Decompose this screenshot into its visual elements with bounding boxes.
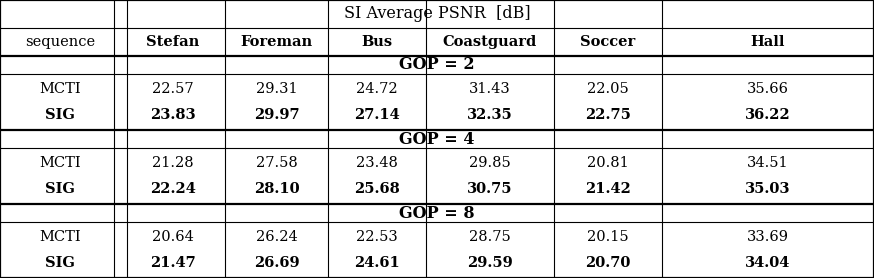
Text: 22.75: 22.75 xyxy=(585,108,631,122)
Text: 29.31: 29.31 xyxy=(256,82,297,96)
Text: 34.51: 34.51 xyxy=(747,156,788,170)
Text: MCTI: MCTI xyxy=(39,230,81,244)
Text: 23.48: 23.48 xyxy=(356,156,398,170)
Text: 24.61: 24.61 xyxy=(354,256,399,270)
Text: GOP = 2: GOP = 2 xyxy=(399,56,475,73)
Text: MCTI: MCTI xyxy=(39,156,81,170)
Text: sequence: sequence xyxy=(25,35,95,49)
Text: 24.72: 24.72 xyxy=(356,82,398,96)
Text: 20.70: 20.70 xyxy=(586,256,630,270)
Text: 27.58: 27.58 xyxy=(256,156,297,170)
Text: 25.68: 25.68 xyxy=(354,182,399,196)
Text: 20.81: 20.81 xyxy=(587,156,628,170)
Text: 26.24: 26.24 xyxy=(256,230,297,244)
Text: Soccer: Soccer xyxy=(580,35,635,49)
Text: 22.57: 22.57 xyxy=(152,82,194,96)
Text: Bus: Bus xyxy=(361,35,392,49)
Text: 28.75: 28.75 xyxy=(469,230,510,244)
Text: SIG: SIG xyxy=(45,182,75,196)
Text: 20.64: 20.64 xyxy=(152,230,194,244)
Text: 21.42: 21.42 xyxy=(585,182,631,196)
Text: Coastguard: Coastguard xyxy=(443,35,537,49)
Text: Stefan: Stefan xyxy=(147,35,199,49)
Text: 33.69: 33.69 xyxy=(746,230,789,244)
Text: 35.66: 35.66 xyxy=(746,82,789,96)
Text: 22.05: 22.05 xyxy=(587,82,628,96)
Text: Hall: Hall xyxy=(751,35,785,49)
Text: 22.24: 22.24 xyxy=(150,182,196,196)
Text: GOP = 4: GOP = 4 xyxy=(399,130,475,148)
Text: SIG: SIG xyxy=(45,108,75,122)
Text: 29.59: 29.59 xyxy=(467,256,513,270)
Text: 27.14: 27.14 xyxy=(354,108,399,122)
Text: SI Average PSNR  [dB]: SI Average PSNR [dB] xyxy=(343,6,531,23)
Text: SIG: SIG xyxy=(45,256,75,270)
Text: MCTI: MCTI xyxy=(39,82,81,96)
Text: 34.04: 34.04 xyxy=(746,256,790,270)
Text: 29.85: 29.85 xyxy=(469,156,510,170)
Text: 35.03: 35.03 xyxy=(745,182,791,196)
Text: 29.97: 29.97 xyxy=(253,108,300,122)
Text: 20.15: 20.15 xyxy=(587,230,628,244)
Text: 31.43: 31.43 xyxy=(469,82,510,96)
Text: Foreman: Foreman xyxy=(240,35,313,49)
Text: 26.69: 26.69 xyxy=(253,256,300,270)
Text: GOP = 8: GOP = 8 xyxy=(399,205,475,222)
Text: 28.10: 28.10 xyxy=(253,182,300,196)
Text: 30.75: 30.75 xyxy=(467,182,513,196)
Text: 36.22: 36.22 xyxy=(745,108,791,122)
Text: 23.83: 23.83 xyxy=(150,108,196,122)
Text: 21.28: 21.28 xyxy=(152,156,194,170)
Text: 32.35: 32.35 xyxy=(467,108,513,122)
Text: 22.53: 22.53 xyxy=(356,230,398,244)
Text: 21.47: 21.47 xyxy=(150,256,196,270)
